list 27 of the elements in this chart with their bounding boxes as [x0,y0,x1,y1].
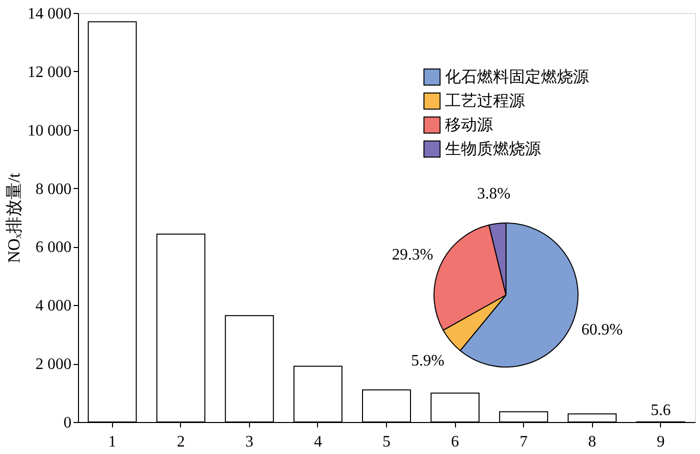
x-tick-label: 6 [451,434,460,450]
legend-label: 工艺过程源 [445,92,525,110]
x-tick-label: 2 [176,434,185,450]
y-tick-label: 6 000 [36,239,72,256]
x-tick-label: 5 [382,434,390,450]
y-axis-title: NOₓ排放量/t [4,172,24,263]
data-label: 60.9% [581,321,623,338]
y-tick-label: 12 000 [28,64,72,81]
x-tick-label: 7 [520,434,528,450]
data-label: 3.8% [477,186,511,203]
data-label: 29.3% [392,246,434,264]
y-tick-label: 4 000 [36,298,72,315]
x-tick-label: 3 [245,434,254,450]
y-tick-label: 10 000 [28,122,72,140]
data-label: 5.6 [650,402,671,419]
x-tick-label: 1 [108,434,116,450]
legend-label: 移动源 [445,117,493,134]
legend-label: 生物质燃烧源 [445,140,541,158]
y-tick-label: 14 000 [28,6,72,22]
x-tick-label: 4 [314,434,322,450]
data-label: 5.9% [411,352,444,370]
y-tick-label: 8 000 [36,180,72,198]
legend-label: 化石燃料固定燃烧源 [445,68,589,86]
x-tick-label: 8 [588,434,596,450]
x-tick-label: 9 [656,434,665,450]
y-tick-label: 2 000 [36,356,72,374]
y-tick-label: 0 [64,414,72,432]
